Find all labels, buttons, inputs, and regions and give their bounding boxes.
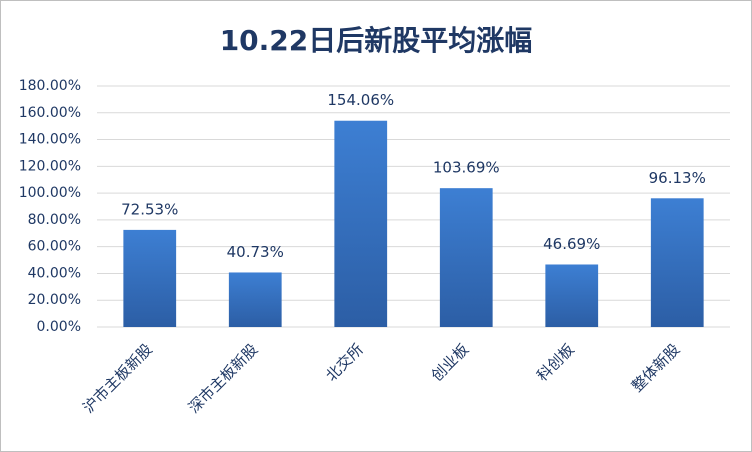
y-tick-label: 80.00% bbox=[28, 212, 81, 228]
chart-title: 10.22日后新股平均涨幅 bbox=[220, 24, 533, 57]
bar bbox=[545, 264, 599, 327]
bar bbox=[228, 272, 282, 327]
bar bbox=[439, 188, 493, 327]
y-tick-label: 120.00% bbox=[19, 158, 81, 174]
y-tick-label: 180.00% bbox=[19, 78, 81, 94]
y-tick-label: 20.00% bbox=[28, 292, 81, 308]
value-label: 154.06% bbox=[327, 91, 394, 109]
y-tick-label: 0.00% bbox=[37, 319, 81, 335]
y-tick-label: 140.00% bbox=[19, 132, 81, 148]
value-label: 72.53% bbox=[121, 200, 178, 218]
value-label: 103.69% bbox=[433, 159, 500, 177]
value-label: 96.13% bbox=[649, 169, 706, 187]
value-label: 40.73% bbox=[227, 243, 284, 261]
y-tick-label: 40.00% bbox=[28, 265, 81, 281]
bar bbox=[650, 198, 704, 327]
bar bbox=[123, 229, 177, 327]
bar bbox=[334, 120, 388, 327]
y-tick-label: 100.00% bbox=[19, 185, 81, 201]
y-tick-label: 60.00% bbox=[28, 239, 81, 255]
y-tick-label: 160.00% bbox=[19, 105, 81, 121]
value-label: 46.69% bbox=[543, 235, 600, 253]
